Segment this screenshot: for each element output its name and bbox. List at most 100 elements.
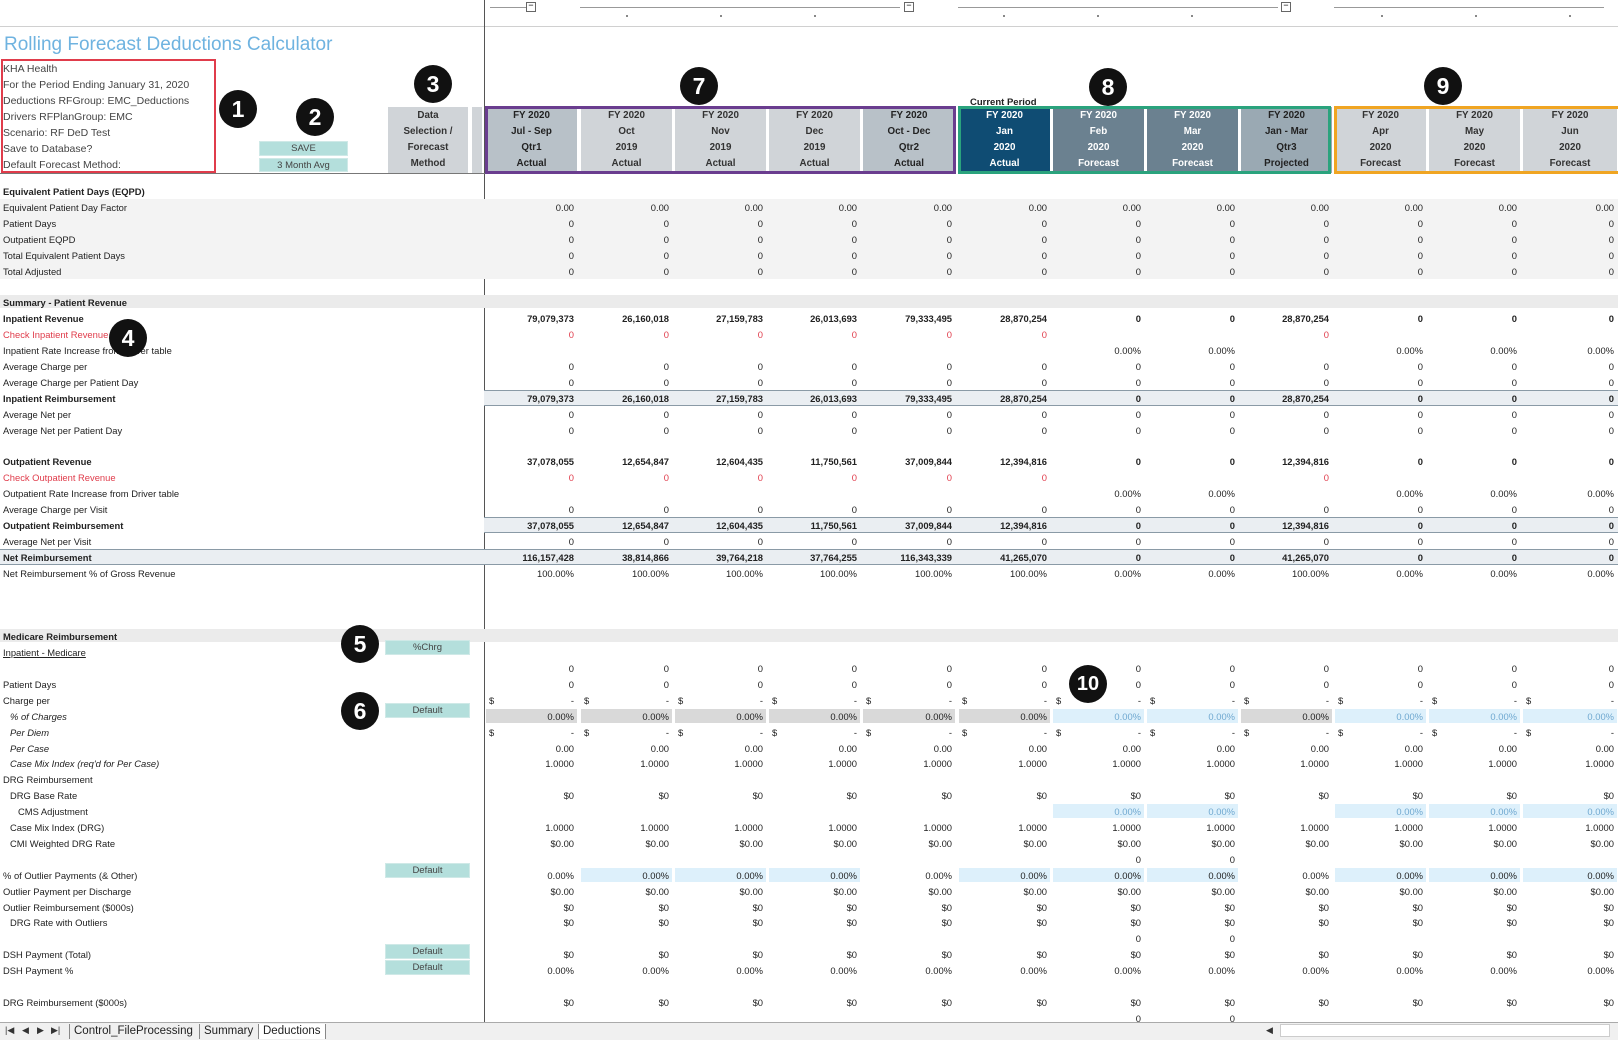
cell-value[interactable]: 0.00% <box>1490 869 1517 881</box>
cell-value[interactable]: 0 <box>1041 663 1047 674</box>
cell-value[interactable]: 0 <box>946 472 952 484</box>
cell-value[interactable]: 1.0000 <box>545 822 574 833</box>
collapse-group-button[interactable]: − <box>904 2 914 12</box>
cell-value[interactable]: $0 <box>1318 790 1329 802</box>
last-sheet-arrow-icon[interactable]: ▶| <box>51 1025 61 1035</box>
cell-value[interactable]: 0.00% <box>1302 710 1329 722</box>
cell-value[interactable]: $0 <box>1318 996 1329 1008</box>
cell-value[interactable]: 0.00% <box>736 965 763 977</box>
cell-value[interactable]: 1.0000 <box>1585 822 1614 833</box>
cell-value[interactable]: 0 <box>1417 408 1423 420</box>
cell-value[interactable]: 0 <box>568 424 574 436</box>
cell-value[interactable]: 1.0000 <box>923 758 952 770</box>
default-button[interactable]: Default <box>385 863 470 878</box>
cell-value[interactable]: 0 <box>851 472 857 484</box>
default-button[interactable]: Default <box>385 960 470 975</box>
cell-value[interactable]: 1.0000 <box>923 822 952 833</box>
cell-value[interactable]: 0 <box>663 360 669 372</box>
cell-value[interactable]: $0.00 <box>739 885 763 897</box>
cell-value[interactable]: 0 <box>1229 376 1235 388</box>
cell-value[interactable]: 0 <box>1608 313 1614 325</box>
cell-value[interactable]: $0 <box>563 996 574 1008</box>
cell-value[interactable]: $0 <box>658 949 669 961</box>
cell-value[interactable]: $0 <box>1412 949 1423 961</box>
cell-value[interactable]: 0 <box>1417 265 1423 277</box>
cell-value[interactable]: $0 <box>658 901 669 913</box>
cell-value[interactable]: - <box>570 694 574 706</box>
cell-value[interactable]: 0 <box>851 504 857 515</box>
cell-value[interactable]: 0 <box>1417 663 1423 674</box>
cell-value[interactable]: 0.00% <box>1114 345 1141 356</box>
cell-value[interactable]: 0 <box>1229 265 1235 277</box>
cell-value[interactable]: 26,013,693 <box>810 313 857 325</box>
cell-value[interactable]: 0.00 <box>650 742 669 754</box>
cell-value[interactable]: 0.00% <box>547 965 574 977</box>
cell-value[interactable]: - <box>1043 694 1047 706</box>
cell-value[interactable]: 0.00% <box>547 710 574 722</box>
cell-value[interactable]: - <box>1325 726 1329 738</box>
pane-divider[interactable] <box>484 0 485 1022</box>
next-sheet-arrow-icon[interactable]: ▶ <box>37 1025 44 1035</box>
cell-value[interactable]: - <box>1610 694 1614 706</box>
cell-value[interactable]: 1.0000 <box>734 822 763 833</box>
cell-value[interactable]: 0 <box>851 329 857 341</box>
cell-value[interactable]: 0 <box>1608 360 1614 372</box>
cell-value[interactable]: 0.00 <box>1310 742 1329 754</box>
cell-value[interactable]: $0.00 <box>928 837 952 849</box>
cell-value[interactable]: 0 <box>1417 233 1423 245</box>
cell-value[interactable]: 0 <box>1417 678 1423 690</box>
default-button[interactable]: Default <box>385 703 470 718</box>
cell-value[interactable]: 0 <box>663 678 669 690</box>
cell-value[interactable]: $0 <box>846 949 857 961</box>
cell-value[interactable]: $0 <box>1506 790 1517 802</box>
cell-value[interactable]: 0 <box>1417 249 1423 261</box>
cell-value[interactable]: 0 <box>1135 360 1141 372</box>
cell-value[interactable]: $0 <box>1130 901 1141 913</box>
cell-value[interactable]: 79,333,495 <box>905 313 952 325</box>
horizontal-scrollbar[interactable] <box>1280 1024 1610 1037</box>
cell-value[interactable]: 0 <box>1511 504 1517 515</box>
cell-value[interactable]: 0 <box>1608 265 1614 277</box>
cell-value[interactable]: 0.00% <box>1587 488 1614 500</box>
cell-value[interactable]: 0 <box>1511 217 1517 229</box>
cell-value[interactable]: 0 <box>568 678 574 690</box>
default-button[interactable]: Default <box>385 944 470 959</box>
cell-value[interactable]: 0 <box>663 329 669 341</box>
cell-value[interactable]: 0 <box>1041 678 1047 690</box>
cell-value[interactable]: 12,604,435 <box>716 519 763 531</box>
cell-value[interactable]: 0 <box>851 360 857 372</box>
cell-value[interactable]: 37,009,844 <box>905 456 952 468</box>
cell-value[interactable]: 0 <box>568 535 574 547</box>
cell-value[interactable]: 0 <box>1229 519 1235 531</box>
cell-value[interactable]: 0 <box>663 217 669 229</box>
cell-value[interactable]: 0 <box>1323 360 1329 372</box>
cell-value[interactable]: 12,394,816 <box>1000 456 1047 468</box>
cell-value[interactable]: 27,159,783 <box>716 392 763 404</box>
cell-value[interactable]: 0 <box>1041 329 1047 341</box>
cell-value[interactable]: 0.00% <box>1020 965 1047 977</box>
cell-value[interactable]: 41,265,070 <box>1000 551 1047 563</box>
cell-value[interactable]: 0.00 <box>1216 201 1235 213</box>
cell-value[interactable]: 100.00% <box>1009 567 1047 579</box>
cell-value[interactable]: 0.00% <box>925 869 952 881</box>
cell-value[interactable]: $0 <box>1130 996 1141 1008</box>
cell-value[interactable]: 0 <box>1041 504 1047 515</box>
cell-value[interactable]: 0.00 <box>1310 201 1329 213</box>
cell-value[interactable]: 100.00% <box>1291 567 1329 579</box>
cell-value[interactable]: 39,764,218 <box>716 551 763 563</box>
cell-value[interactable]: 0.00% <box>1114 710 1141 722</box>
cell-value[interactable]: 0.00 <box>1404 201 1423 213</box>
cell-value[interactable]: $0.00 <box>645 837 669 849</box>
cell-value[interactable]: 0 <box>1229 456 1235 468</box>
cell-value[interactable]: 0 <box>1229 678 1235 690</box>
cell-value[interactable]: 0 <box>1229 408 1235 420</box>
cell-value[interactable]: 0.00 <box>1595 201 1614 213</box>
cell-value[interactable]: 0.00% <box>1490 345 1517 356</box>
cell-value[interactable]: 0 <box>1041 408 1047 420</box>
cell-value[interactable]: $0 <box>1506 901 1517 913</box>
cell-value[interactable]: 0 <box>1511 535 1517 547</box>
cell-value[interactable]: 0 <box>946 217 952 229</box>
cell-value[interactable]: 28,870,254 <box>1000 313 1047 325</box>
cell-value[interactable]: 0 <box>946 408 952 420</box>
cell-value[interactable]: 11,750,561 <box>810 456 857 468</box>
